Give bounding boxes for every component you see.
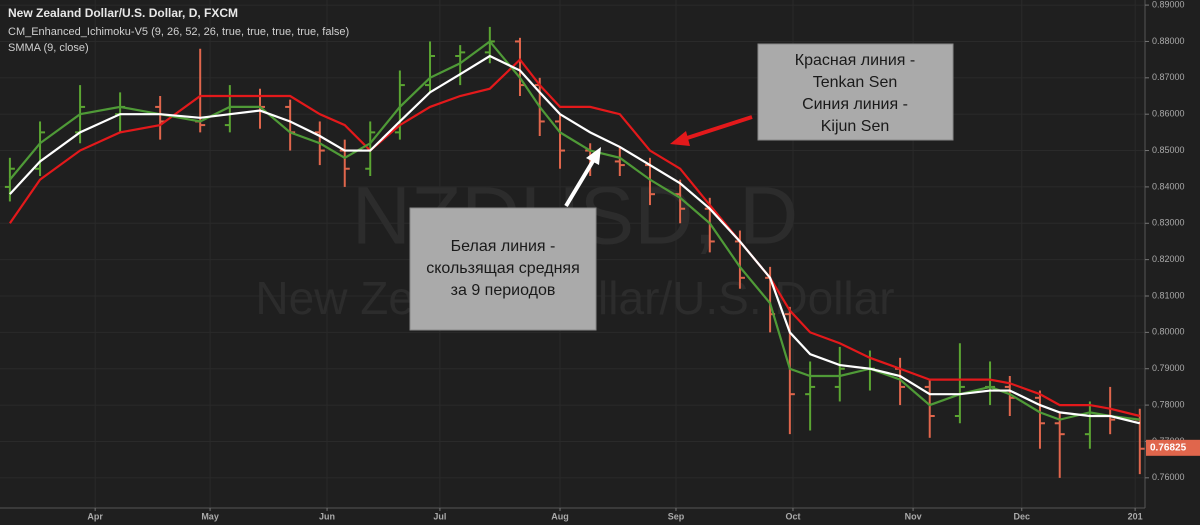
annotation-text: Красная линия - Tenkan Sen Синия линия - Ki… (795, 52, 915, 135)
symbol-title: New Zealand Dollar/U.S. Dollar, D, FXCM (8, 6, 238, 20)
x-tick-label: Oct (785, 511, 800, 521)
y-tick-label: 0.79000 (1152, 363, 1185, 373)
indicator-line (9, 39, 1140, 421)
arrow (683, 115, 753, 141)
last-price-label: 0.76825 (1150, 442, 1187, 453)
last-price-box (1146, 439, 1200, 456)
y-tick-label: 0.84000 (1152, 181, 1185, 191)
x-tick-label: Nov (905, 511, 922, 521)
plot (4, 26, 1145, 478)
y-tick-label: 0.82000 (1152, 254, 1185, 264)
y-tick-label: 0.85000 (1152, 145, 1185, 155)
annotation-line: скользящая средняя (426, 260, 580, 277)
y-tick-label: 0.80000 (1152, 327, 1185, 337)
y-tick-label: 0.76000 (1152, 472, 1185, 482)
annotation-line: Kijun Sen (821, 118, 890, 135)
annotation-box (409, 207, 597, 331)
indicator-line (8, 57, 1141, 418)
x-axis-panel (0, 508, 1145, 525)
x-tick-label: 201 (1128, 511, 1143, 521)
x-tick-label: Sep (668, 511, 685, 521)
y-tick-label: 0.88000 (1152, 36, 1185, 46)
y-axis-panel (1145, 0, 1200, 525)
x-tick-label: May (201, 511, 219, 521)
indicator-line (9, 54, 1141, 425)
annotation-line: Белая линия - (451, 238, 556, 255)
arrow-head (670, 131, 690, 146)
y-tick-label: 0.81000 (1152, 290, 1185, 300)
y-tick-label: 0.78000 (1152, 399, 1185, 409)
y-tick-label: 0.87000 (1152, 72, 1185, 82)
arrow (564, 159, 595, 208)
arrow-head (586, 147, 601, 165)
annotation-line: Синия линия - (802, 96, 908, 113)
indicator-label: CM_Enhanced_Ichimoku-V5 (9, 26, 52, 26, … (8, 26, 349, 38)
annotation-line: за 9 периодов (451, 282, 556, 299)
axes: 0.760000.770000.780000.790000.800000.810… (87, 0, 1200, 521)
x-tick-label: Dec (1014, 511, 1031, 521)
x-tick-label: Aug (551, 511, 569, 521)
x-tick-label: Jul (433, 511, 446, 521)
y-tick-label: 0.89000 (1152, 0, 1185, 9)
x-tick-label: Jun (319, 511, 335, 521)
indicator-label: SMMA (9, close) (8, 42, 89, 54)
y-tick-label: 0.83000 (1152, 218, 1185, 228)
x-tick-label: Apr (87, 511, 103, 521)
annotation-line: Красная линия - (795, 52, 915, 69)
annotation-line: Tenkan Sen (813, 74, 898, 91)
annotation-text: Белая линия - скользящая средняя за 9 пери… (426, 238, 580, 299)
annotation-box (757, 43, 954, 141)
y-tick-label: 0.86000 (1152, 109, 1185, 119)
